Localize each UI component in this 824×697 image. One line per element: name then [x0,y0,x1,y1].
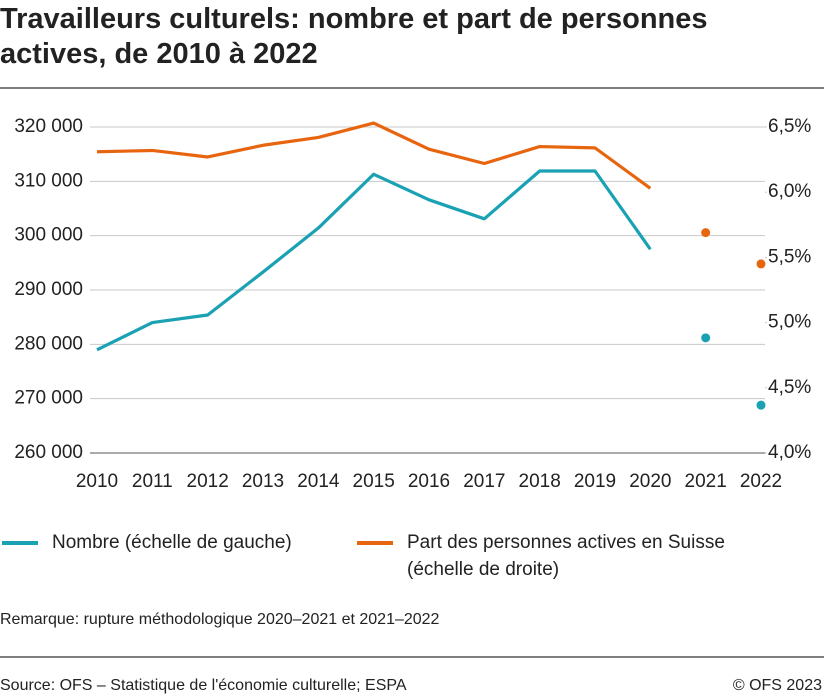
data-point [756,259,766,269]
chart-title: Travailleurs culturels: nombre et part d… [0,3,708,70]
x-tick-label: 2019 [574,471,616,492]
x-tick-label: 2020 [629,471,671,492]
x-tick-label: 2014 [297,471,340,492]
x-tick-label: 2010 [76,471,118,492]
x-tick-label: 2021 [685,471,727,492]
copyright: © OFS 2023 [733,677,822,694]
x-tick-label: 2022 [740,471,782,492]
x-tick-label: 2018 [519,471,561,492]
legend-line: (échelle de droite) [407,559,559,580]
source: Source: OFS – Statistique de l'économie … [0,677,407,694]
x-tick-label: 2011 [132,471,173,492]
y-tick-label: 300 000 [14,225,83,246]
data-point [701,333,711,343]
y-tick-label: 310 000 [14,170,83,191]
y-tick-label: 290 000 [14,279,83,300]
y2-tick-label: 5,0% [768,312,811,333]
y2-tick-label: 4,5% [768,377,811,398]
x-tick-label: 2015 [353,471,395,492]
note: Remarque: rupture méthodologique 2020–20… [0,611,440,628]
legend-label: Nombre (échelle de gauche) [52,532,292,553]
series-line [96,169,652,352]
legend-line: Part des personnes actives en Suisse [407,532,725,553]
y-tick-label: 260 000 [14,442,83,463]
y-tick-label: 320 000 [14,116,83,137]
data-point [756,400,766,410]
y-tick-label: 280 000 [14,333,83,354]
x-tick-label: 2016 [408,471,450,492]
x-tick-label: 2012 [187,471,229,492]
x-tick-label: 2017 [463,471,505,492]
y2-tick-label: 4,0% [768,442,811,463]
series-line [96,121,652,190]
y-tick-label: 270 000 [14,388,83,409]
x-tick-label: 2013 [242,471,284,492]
y2-tick-label: 6,5% [768,116,811,137]
y2-tick-label: 6,0% [768,181,811,202]
legend-label: Part des personnes actives en Suisse (éch… [407,532,725,580]
data-point [701,228,711,238]
y2-tick-label: 5,5% [768,246,811,267]
